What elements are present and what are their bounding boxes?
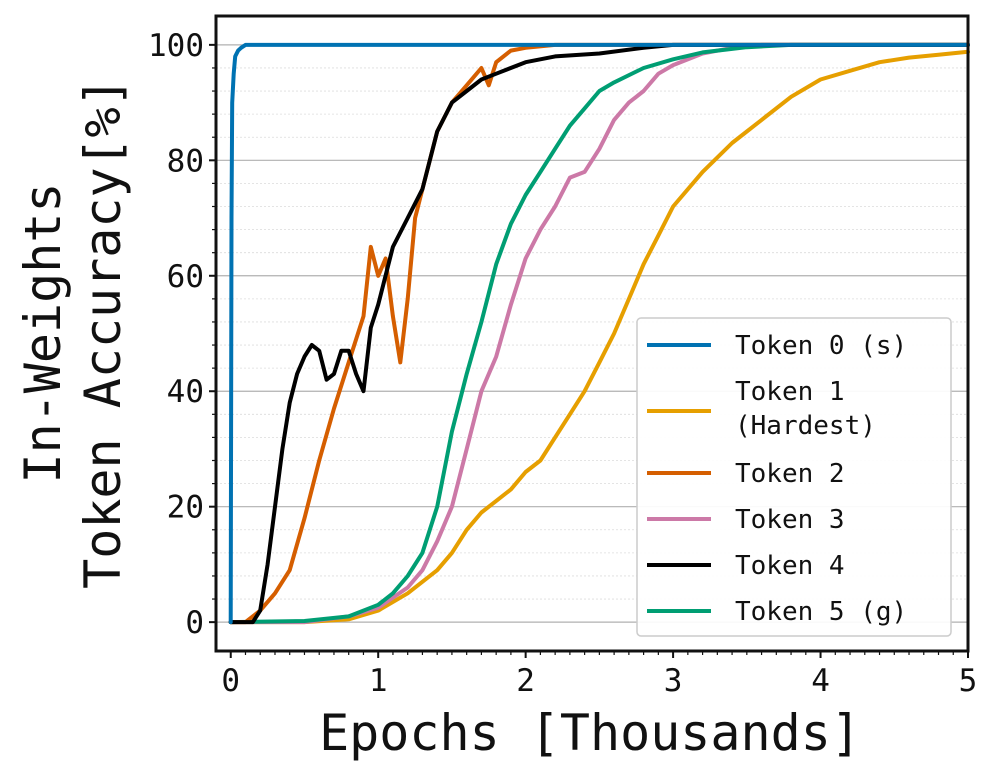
legend-label: Token 2 <box>735 459 845 489</box>
y-tick-label: 20 <box>167 490 204 526</box>
y-tick-label: 0 <box>185 605 204 641</box>
grid-lines <box>216 44 968 623</box>
x-axis-title: Epochs [Thousands] <box>319 704 861 762</box>
y-tick-label: 100 <box>148 28 204 64</box>
plot-frame <box>214 14 970 653</box>
x-tick-label: 5 <box>959 663 978 699</box>
series-line-token-4 <box>228 42 970 625</box>
series-group <box>228 42 970 625</box>
legend-label: (Hardest) <box>735 411 876 441</box>
series-line-token-1 <box>228 49 970 625</box>
series-line-token-5 <box>228 42 970 625</box>
series-line-token-0 <box>228 42 970 625</box>
legend-label: Token 0 (s) <box>735 331 907 361</box>
y-tick-label: 60 <box>167 259 204 295</box>
series-line-token-3 <box>228 42 970 625</box>
y-tick-label: 40 <box>167 374 204 410</box>
legend-label: Token 1 <box>735 377 845 407</box>
x-tick-label: 0 <box>221 663 240 699</box>
legend-label: Token 4 <box>735 551 845 581</box>
x-tick-label: 3 <box>664 663 683 699</box>
axis-ticks: 0 20 40 60 80 100 0 1 2 3 4 5 <box>148 28 977 699</box>
series-line-token-2 <box>228 42 970 625</box>
legend-label: Token 3 <box>735 505 845 535</box>
legend-label: Token 5 (g) <box>735 597 907 627</box>
y-tick-label: 80 <box>167 143 204 179</box>
x-tick-label: 1 <box>369 663 388 699</box>
legend: Token 0 (s) Token 1 (Hardest) Token 2 Token … <box>636 317 952 637</box>
x-tick-label: 4 <box>811 663 830 699</box>
x-tick-label: 2 <box>516 663 535 699</box>
y-axis-title-line2: Token Accuracy[%] <box>74 77 132 589</box>
y-axis-title-line1: In-Weights <box>14 182 72 483</box>
legend-box <box>636 317 952 637</box>
